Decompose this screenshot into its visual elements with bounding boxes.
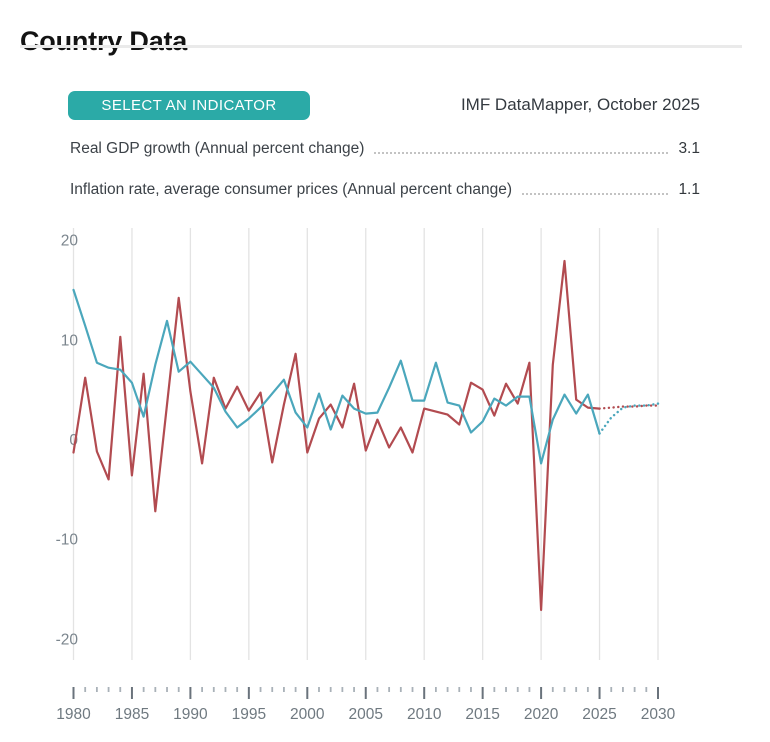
- title-divider: [20, 45, 742, 48]
- page-title: Country Data: [20, 26, 188, 57]
- legend: Real GDP growth (Annual percent change) …: [45, 138, 700, 220]
- gdp-series-label: Real GDP growth (Annual percent change): [70, 140, 365, 157]
- x-axis-label: 1980: [56, 706, 91, 723]
- inflation-series-value: 1.1: [678, 181, 700, 198]
- select-indicator-label: SELECT AN INDICATOR: [101, 97, 277, 114]
- select-indicator-button[interactable]: SELECT AN INDICATOR: [68, 91, 310, 120]
- inflation-line-forecast-dotted: [598, 402, 660, 435]
- inflation-dotted-leader: [522, 193, 669, 195]
- x-axis-label: 1990: [173, 706, 208, 723]
- x-axis-label: 2015: [465, 706, 499, 723]
- inflation-series-label: Inflation rate, average consumer prices …: [70, 181, 512, 198]
- inflation-line: [72, 288, 601, 465]
- x-axis-label: 2020: [524, 706, 559, 723]
- x-axis-label: 1985: [115, 706, 149, 723]
- y-axis-label: 10: [61, 332, 79, 349]
- x-axis-label: 1995: [232, 706, 266, 723]
- x-axis-label: 2000: [290, 706, 325, 723]
- x-axis-label: 2030: [641, 706, 676, 723]
- y-axis-label: -20: [56, 631, 79, 648]
- legend-item-gdp[interactable]: Real GDP growth (Annual percent change) …: [45, 138, 700, 160]
- y-axis-label: -10: [56, 532, 79, 549]
- x-axis-label: 2005: [349, 706, 383, 723]
- gdp-dotted-leader: [374, 152, 669, 154]
- x-axis-label: 2025: [582, 706, 616, 723]
- y-axis-label: 0: [69, 432, 78, 449]
- x-axis-label: 2010: [407, 706, 442, 723]
- y-axis-label: 20: [61, 233, 79, 250]
- timeline-slider[interactable]: [72, 687, 659, 699]
- gdp-line: [72, 259, 601, 612]
- gdp-series-value: 3.1: [678, 140, 700, 157]
- legend-item-inflation[interactable]: Inflation rate, average consumer prices …: [45, 179, 700, 201]
- gdp-line-forecast-dotted: [598, 404, 660, 410]
- imf-datamapper-attribution: IMF DataMapper, October 2025: [460, 95, 700, 114]
